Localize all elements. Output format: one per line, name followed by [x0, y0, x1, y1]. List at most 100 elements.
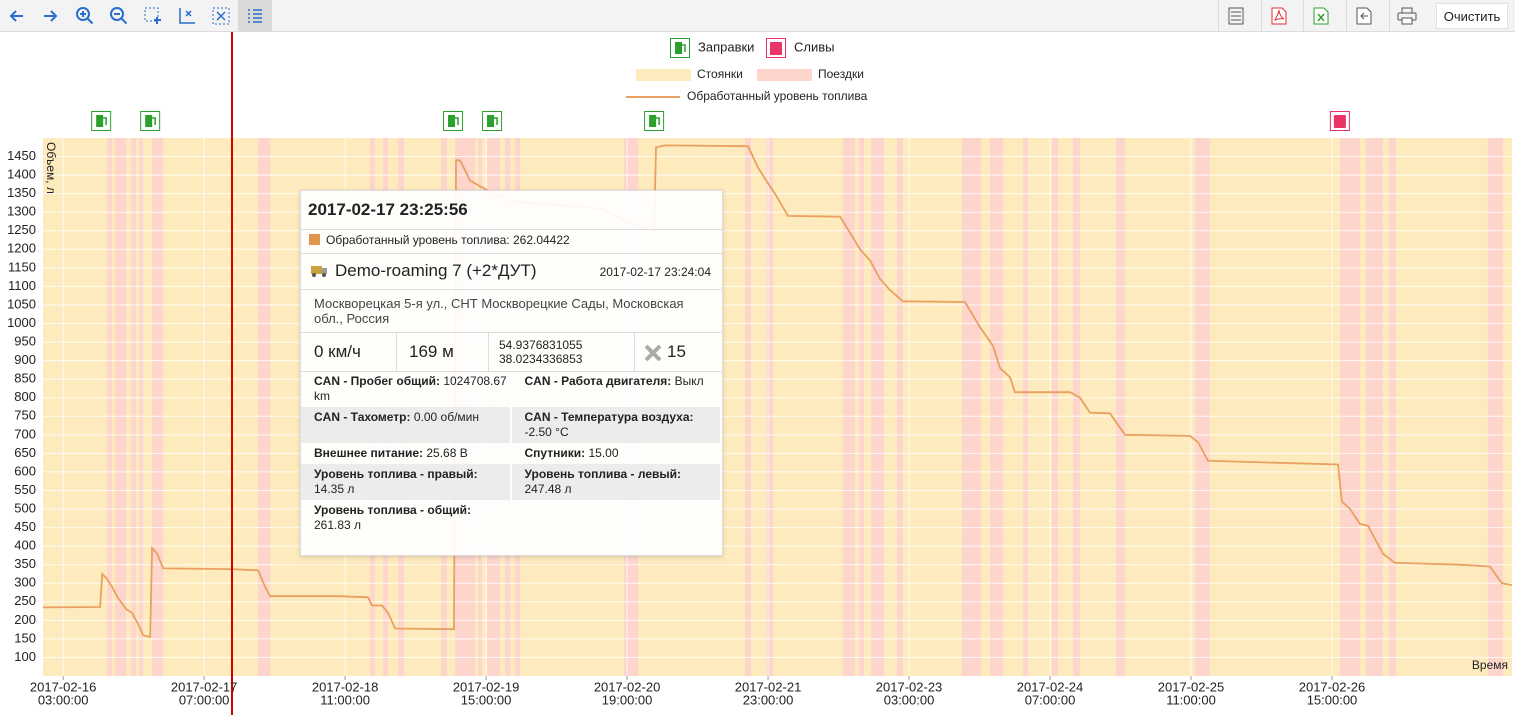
legend-swatch: [757, 69, 812, 81]
x-tick-label: 11:00:00: [320, 692, 370, 707]
param-row: CAN - Тахометр: 0.00 об/мин CAN - Темпера…: [301, 407, 722, 443]
x-tick-label: 2017-02-21: [735, 679, 802, 694]
satellites: 15: [667, 342, 686, 361]
x-tick-label: 2017-02-16: [30, 679, 97, 694]
trip-band: [871, 138, 885, 676]
zoom-select-button[interactable]: [136, 0, 170, 31]
x-tick-label: 2017-02-18: [312, 679, 379, 694]
refuel-marker[interactable]: [482, 111, 503, 131]
y-tick-label: 1350: [7, 185, 36, 200]
x-tick-label: 15:00:00: [461, 692, 512, 707]
icon: [44, 9, 58, 22]
y-tick-label: 850: [14, 371, 36, 386]
table-button[interactable]: [1218, 0, 1253, 31]
x-tick-label: 11:00:00: [1166, 692, 1216, 707]
back-button[interactable]: [0, 0, 34, 31]
plot: [42, 138, 1513, 676]
satellites-cell: 15: [635, 333, 721, 371]
legend-label: Стоянки: [697, 67, 743, 81]
excel-button[interactable]: [1303, 0, 1338, 31]
param-row: Внешнее питание: 25.68 В Спутники: 15.00: [301, 443, 722, 464]
refuel-marker[interactable]: [140, 111, 161, 131]
refuel-marker[interactable]: [91, 111, 112, 131]
param-value: 1024708.67 km: [314, 374, 507, 403]
icon: [1397, 7, 1417, 24]
marker-hose: [152, 117, 156, 125]
icon-hose: [682, 44, 686, 52]
x-tick-label: 07:00:00: [1025, 692, 1076, 707]
icon: [110, 6, 128, 24]
series-swatch: [309, 234, 320, 245]
y-tick-label: 400: [14, 538, 36, 553]
param-value: 0.00 об/мин: [413, 410, 480, 424]
icon: [144, 7, 161, 24]
x-axis-label: Время: [1472, 658, 1508, 672]
trip-band: [1115, 138, 1125, 676]
refuel-marker[interactable]: [644, 111, 665, 131]
trip-band: [1023, 138, 1028, 676]
series-name: Обработанный уровень топлива:: [326, 233, 510, 247]
trip-band: [1194, 138, 1210, 676]
icon-pump: [675, 42, 682, 54]
x-tick-label: 2017-02-20: [594, 679, 661, 694]
refuel-marker[interactable]: [443, 111, 464, 131]
trip-band: [859, 138, 865, 676]
export-button[interactable]: [1346, 0, 1381, 31]
drain-marker[interactable]: [1329, 111, 1350, 131]
param-value: -2.50 °C: [524, 425, 569, 439]
marker-pump: [145, 115, 153, 127]
marker-hose: [103, 117, 107, 125]
list-button[interactable]: [238, 0, 272, 31]
trip-band: [989, 138, 1004, 676]
param-row: Уровень топлива - общий: 261.83 л: [301, 500, 722, 536]
y-tick-label: 650: [14, 445, 36, 460]
marker-pump: [649, 115, 657, 127]
trip-band: [1365, 138, 1383, 676]
speed: 0 км/ч: [314, 342, 361, 361]
param-name: Спутники:: [524, 446, 586, 460]
separator: [301, 253, 722, 254]
tooltip: 2017-02-17 23:25:56 Обработанный уровень…: [300, 190, 723, 556]
zoom-out-button[interactable]: [102, 0, 136, 31]
print-button[interactable]: [1389, 0, 1424, 31]
trip-band: [961, 138, 981, 676]
trip-band: [258, 138, 271, 676]
trip-band: [115, 138, 127, 676]
y-tick-label: 1100: [8, 278, 36, 293]
icon: [76, 6, 94, 24]
icon: [1271, 7, 1287, 24]
y-tick-label: 450: [14, 519, 36, 534]
icon: [1228, 7, 1244, 24]
legend-label: Заправки: [698, 39, 754, 54]
fit-button[interactable]: [204, 0, 238, 31]
longitude: 38.0234336853: [499, 352, 583, 366]
stop-band: [43, 138, 1512, 676]
trip-band: [139, 138, 144, 676]
param-name: Уровень топлива - левый:: [524, 467, 682, 481]
trip-band: [1339, 138, 1360, 676]
param-name: CAN - Температура воздуха:: [524, 410, 694, 424]
icon: [248, 8, 262, 23]
param-name: CAN - Пробег общий:: [314, 374, 440, 388]
x-tick-label: 03:00:00: [884, 692, 935, 707]
legend-drain-icon[interactable]: [766, 38, 786, 58]
zoom-x-button[interactable]: [170, 0, 204, 31]
legend-label: Поездки: [818, 67, 864, 81]
param-cell: CAN - Температура воздуха: -2.50 °C: [511, 407, 720, 443]
clear-button[interactable]: Очистить: [1436, 3, 1508, 29]
zoom-in-button[interactable]: [68, 0, 102, 31]
distance: 169 м: [409, 342, 454, 361]
y-tick-label: 300: [14, 575, 36, 590]
icon: [1356, 7, 1372, 24]
y-tick-label: 900: [14, 352, 36, 367]
y-tick-label: 250: [14, 593, 36, 608]
legend-refuel-icon[interactable]: [670, 38, 690, 58]
pdf-button[interactable]: [1261, 0, 1296, 31]
param-cell: CAN - Пробег общий: 1024708.67 km: [301, 371, 510, 407]
marker-pump: [96, 115, 104, 127]
forward-button[interactable]: [33, 0, 67, 31]
y-axis-label: Объем, л: [44, 142, 58, 194]
y-tick-label: 350: [14, 556, 36, 571]
